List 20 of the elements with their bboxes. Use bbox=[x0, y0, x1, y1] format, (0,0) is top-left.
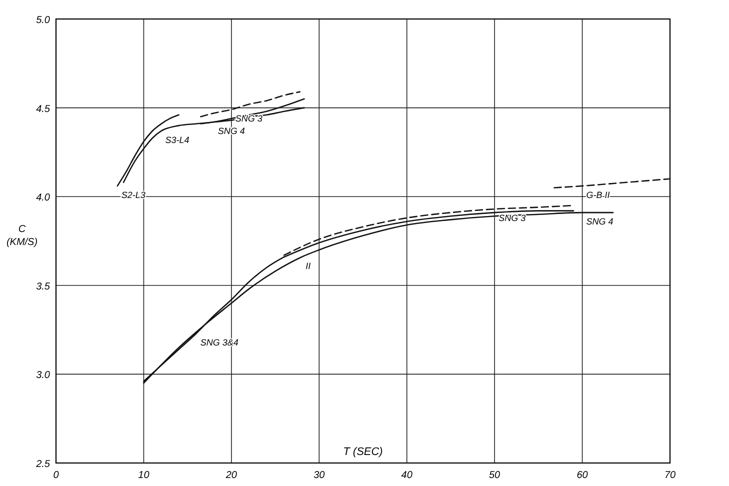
x-tick-label: 30 bbox=[314, 470, 326, 481]
annotation: SNG 3 bbox=[498, 213, 526, 224]
x-tick-label: 10 bbox=[138, 470, 150, 481]
y-tick-label: 4.5 bbox=[36, 104, 50, 115]
annotation: SNG 4 bbox=[586, 216, 614, 227]
annotation: II bbox=[306, 260, 312, 271]
x-tick-label: 0 bbox=[53, 470, 60, 481]
x-tick-label: 70 bbox=[664, 470, 676, 481]
x-axis-title: T (SEC) bbox=[343, 446, 384, 458]
x-tick-label: 20 bbox=[224, 470, 238, 481]
y-tick-label: 3.5 bbox=[36, 281, 50, 292]
y-tick-label: 2.5 bbox=[35, 459, 50, 470]
y-tick-label: 5.0 bbox=[36, 15, 50, 26]
y-axis-title: C (KM/S) bbox=[6, 224, 38, 248]
x-tick-label: 40 bbox=[401, 470, 413, 481]
y-tick-label: 4.0 bbox=[36, 192, 50, 204]
x-tick-label: 50 bbox=[489, 470, 501, 481]
y-tick-label: 3.0 bbox=[36, 370, 50, 382]
annotation: S3-L4 bbox=[165, 134, 190, 145]
x-tick-label: 60 bbox=[576, 470, 588, 481]
